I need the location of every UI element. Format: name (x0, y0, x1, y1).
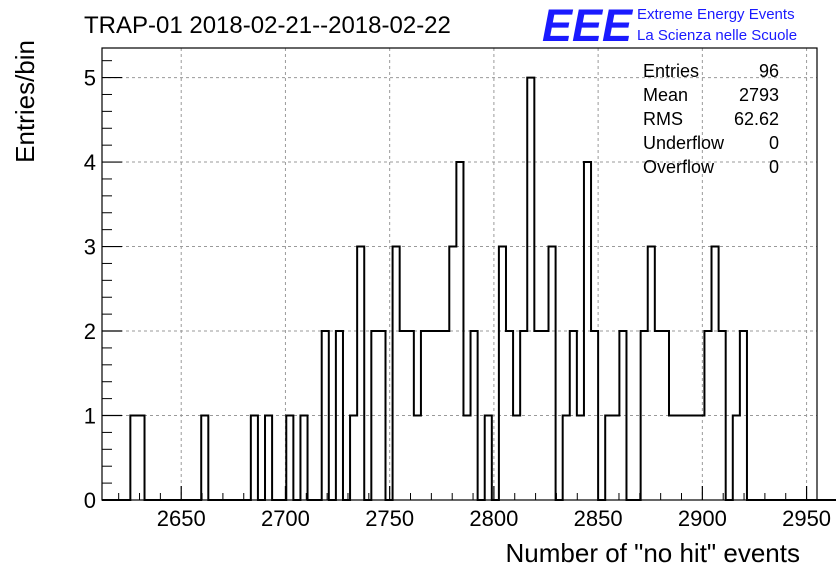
histogram-bin (350, 416, 357, 500)
y-tick-label: 1 (84, 404, 96, 429)
stats-label: Underflow (643, 133, 725, 153)
x-axis: 2650 2700 2750 2800 2850 2900 2950 (118, 486, 831, 531)
histogram-bin (265, 416, 272, 500)
histogram-bin (648, 247, 655, 500)
histogram-bin (676, 416, 683, 500)
y-tick-label: 2 (84, 319, 96, 344)
x-tick-label: 2950 (782, 506, 831, 531)
histogram-bin (612, 416, 619, 500)
eee-logo: EEE Extreme Energy Events La Scienza nel… (542, 0, 797, 51)
histogram-bin (357, 247, 364, 500)
histogram-bin (286, 416, 293, 500)
y-axis: 0 1 2 3 4 5 (84, 60, 122, 513)
histogram-bin (485, 416, 492, 500)
stats-value: 0 (769, 157, 779, 177)
histogram-bin (449, 247, 456, 500)
histogram-bin (463, 416, 470, 500)
histogram-bin (669, 416, 676, 500)
histogram-bin (137, 416, 144, 500)
histogram-bin (300, 416, 307, 500)
histogram-bin (712, 247, 719, 500)
y-tick-label: 5 (84, 66, 96, 91)
histogram-bin (499, 247, 506, 500)
stats-value: 2793 (739, 85, 779, 105)
stats-value: 0 (769, 133, 779, 153)
x-tick-label: 2900 (678, 506, 727, 531)
y-axis-label: Entries/bin (10, 40, 40, 163)
x-tick-label: 2750 (365, 506, 414, 531)
x-axis-label: Number of "no hit" events (506, 538, 801, 568)
histogram-bin (201, 416, 208, 500)
plot-frame (101, 47, 818, 501)
histogram-bin (527, 78, 534, 500)
stats-box: Entries 96 Mean 2793 RMS 62.62 Underflow 0 Overf… (643, 61, 779, 177)
stats-label: Overflow (643, 157, 715, 177)
stats-value: 96 (759, 61, 779, 81)
histogram-outline (102, 76, 836, 501)
histogram-bin (577, 416, 584, 500)
logo-line2: La Scienza nelle Scuole (637, 27, 797, 44)
x-tick-label: 2800 (469, 506, 518, 531)
logo-mark: EEE (542, 0, 634, 51)
stats-label: Mean (643, 85, 688, 105)
x-tick-label: 2850 (574, 506, 623, 531)
histogram-bin (733, 416, 740, 500)
stats-label: Entries (643, 61, 699, 81)
histogram-bin (393, 247, 400, 500)
histogram-bin (563, 416, 570, 500)
chart-title: TRAP-01 2018-02-21--2018-02-22 (84, 12, 451, 39)
stats-value: 62.62 (734, 109, 779, 129)
x-tick-label: 2650 (157, 506, 206, 531)
histogram-bin (130, 416, 137, 500)
histogram-bin (690, 416, 697, 500)
y-tick-label: 0 (84, 488, 96, 513)
histogram-bin (697, 416, 704, 500)
histogram-bin (683, 416, 690, 500)
histogram-bin (251, 416, 258, 500)
logo-line1: Extreme Energy Events (637, 6, 795, 23)
histogram-bin (513, 416, 520, 500)
stats-label: RMS (643, 109, 683, 129)
histogram-bin (549, 247, 556, 500)
y-tick-label: 3 (84, 235, 96, 260)
histogram-bin (414, 416, 421, 500)
x-tick-label: 2700 (261, 506, 310, 531)
histogram-bin (605, 416, 612, 500)
histogram-series (102, 76, 836, 501)
y-tick-label: 4 (84, 150, 96, 175)
